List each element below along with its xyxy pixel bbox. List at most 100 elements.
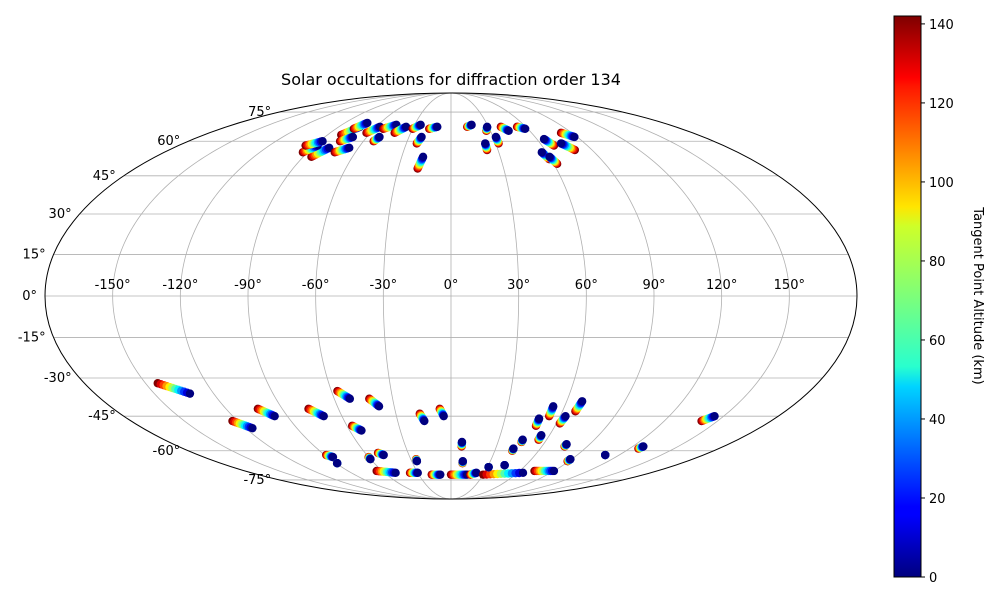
colorbar-ticks: 0 20 40 60 80 100 120 140 xyxy=(921,18,954,586)
occultation-point xyxy=(417,132,426,142)
longitude-tick-label: -120° xyxy=(162,278,198,293)
occultation-track xyxy=(333,386,355,403)
occultation-point xyxy=(537,430,546,440)
occultation-point xyxy=(556,139,566,148)
colorbar-tick-label: 100 xyxy=(929,176,954,191)
occultation-point xyxy=(639,442,648,451)
occultation-point xyxy=(566,454,575,464)
occultation-point xyxy=(539,134,549,144)
latitude-tick-labels: 75° 60° 45° 30° 15° 0° -15° -30° -45° -60° -75° xyxy=(18,105,271,488)
longitude-tick-label: -150° xyxy=(95,278,131,293)
occultation-point xyxy=(379,450,388,460)
occultation-track xyxy=(373,448,388,460)
occultation-point xyxy=(467,120,476,130)
occultation-track xyxy=(466,468,481,479)
occultation-track xyxy=(372,466,400,478)
occultation-point xyxy=(481,139,490,148)
occultation-track xyxy=(349,118,372,133)
occultation-point xyxy=(401,122,411,132)
occultation-track xyxy=(435,404,448,421)
occultation-track xyxy=(563,454,575,466)
occultation-track xyxy=(508,444,518,455)
latitude-tick-label: 15° xyxy=(23,247,46,262)
latitude-tick-label: 45° xyxy=(93,169,116,184)
occultation-point xyxy=(534,414,544,423)
occultation-point xyxy=(345,143,354,152)
occultation-track xyxy=(304,404,328,421)
occultation-point xyxy=(577,397,587,406)
map-boundary xyxy=(44,92,858,500)
occultation-point xyxy=(348,132,358,142)
occultation-point xyxy=(374,402,384,411)
occultation-track xyxy=(365,394,384,411)
occultation-track xyxy=(228,416,257,433)
longitude-tick-label: 150° xyxy=(774,278,805,293)
occultation-point xyxy=(549,402,558,411)
occultation-track xyxy=(458,457,467,468)
colorbar-tick-label: 80 xyxy=(929,255,946,270)
longitude-tick-label: 0° xyxy=(444,278,459,293)
occultation-track xyxy=(369,132,384,146)
occultation-point xyxy=(504,126,513,135)
occultation-track xyxy=(517,435,527,447)
occultation-track xyxy=(697,411,719,426)
occultation-point xyxy=(500,460,509,470)
occultation-track xyxy=(425,122,442,133)
occultation-track xyxy=(307,143,334,162)
meridian-line xyxy=(450,93,723,499)
occultation-point xyxy=(412,457,422,466)
occultation-track xyxy=(379,120,401,133)
occultation-track xyxy=(556,128,579,142)
longitude-tick-label: -30° xyxy=(369,278,397,293)
occultation-point xyxy=(391,468,400,478)
occultation-track xyxy=(478,468,528,479)
occultation-track xyxy=(330,143,354,157)
longitude-tick-label: 30° xyxy=(507,278,530,293)
occultation-point xyxy=(413,468,422,478)
occultation-track xyxy=(415,409,429,426)
occultation-point xyxy=(270,411,279,421)
occultation-track xyxy=(530,466,559,476)
occultation-track xyxy=(463,120,476,132)
occultation-point xyxy=(482,122,492,132)
occultation-point xyxy=(357,426,366,435)
longitude-tick-label: 90° xyxy=(642,278,665,293)
occultation-track xyxy=(253,404,279,421)
occultation-point xyxy=(491,132,501,142)
occultation-track xyxy=(362,122,385,138)
latitude-tick-label: -75° xyxy=(243,473,271,488)
occultation-point xyxy=(418,152,428,162)
longitude-tick-label: -60° xyxy=(302,278,330,293)
meridian-line xyxy=(382,93,452,499)
occultation-point xyxy=(185,389,195,398)
occultation-track xyxy=(322,450,338,462)
occultation-track xyxy=(347,421,366,435)
occultation-point xyxy=(549,466,559,476)
meridian-line xyxy=(179,93,452,499)
colorbar-label: Tangent Point Altitude (km) xyxy=(970,206,985,384)
occultation-track xyxy=(555,411,570,428)
occultation-point xyxy=(484,462,493,472)
occultation-track xyxy=(332,459,342,468)
chart-title: Solar occultations for diffraction order… xyxy=(281,70,621,89)
occultation-point xyxy=(332,459,342,468)
latitude-tick-label: 0° xyxy=(22,289,37,304)
colorbar-tick-label: 40 xyxy=(929,413,946,428)
occultation-track xyxy=(634,442,648,453)
occultation-track xyxy=(496,122,513,135)
occultation-track xyxy=(481,139,492,155)
occultation-track xyxy=(534,430,546,444)
occultation-point xyxy=(345,394,355,403)
occultation-track xyxy=(544,402,558,421)
occultation-track xyxy=(556,139,580,155)
latitude-tick-label: -45° xyxy=(88,409,116,424)
meridian-line xyxy=(112,93,452,499)
occultation-point xyxy=(248,423,257,433)
meridian-line xyxy=(315,93,452,499)
occultation-track xyxy=(545,152,562,169)
occultation-point xyxy=(472,468,481,478)
occultation-point xyxy=(710,411,719,421)
occultation-track xyxy=(413,152,428,173)
occultation-point xyxy=(545,152,554,162)
graticule xyxy=(45,93,857,499)
